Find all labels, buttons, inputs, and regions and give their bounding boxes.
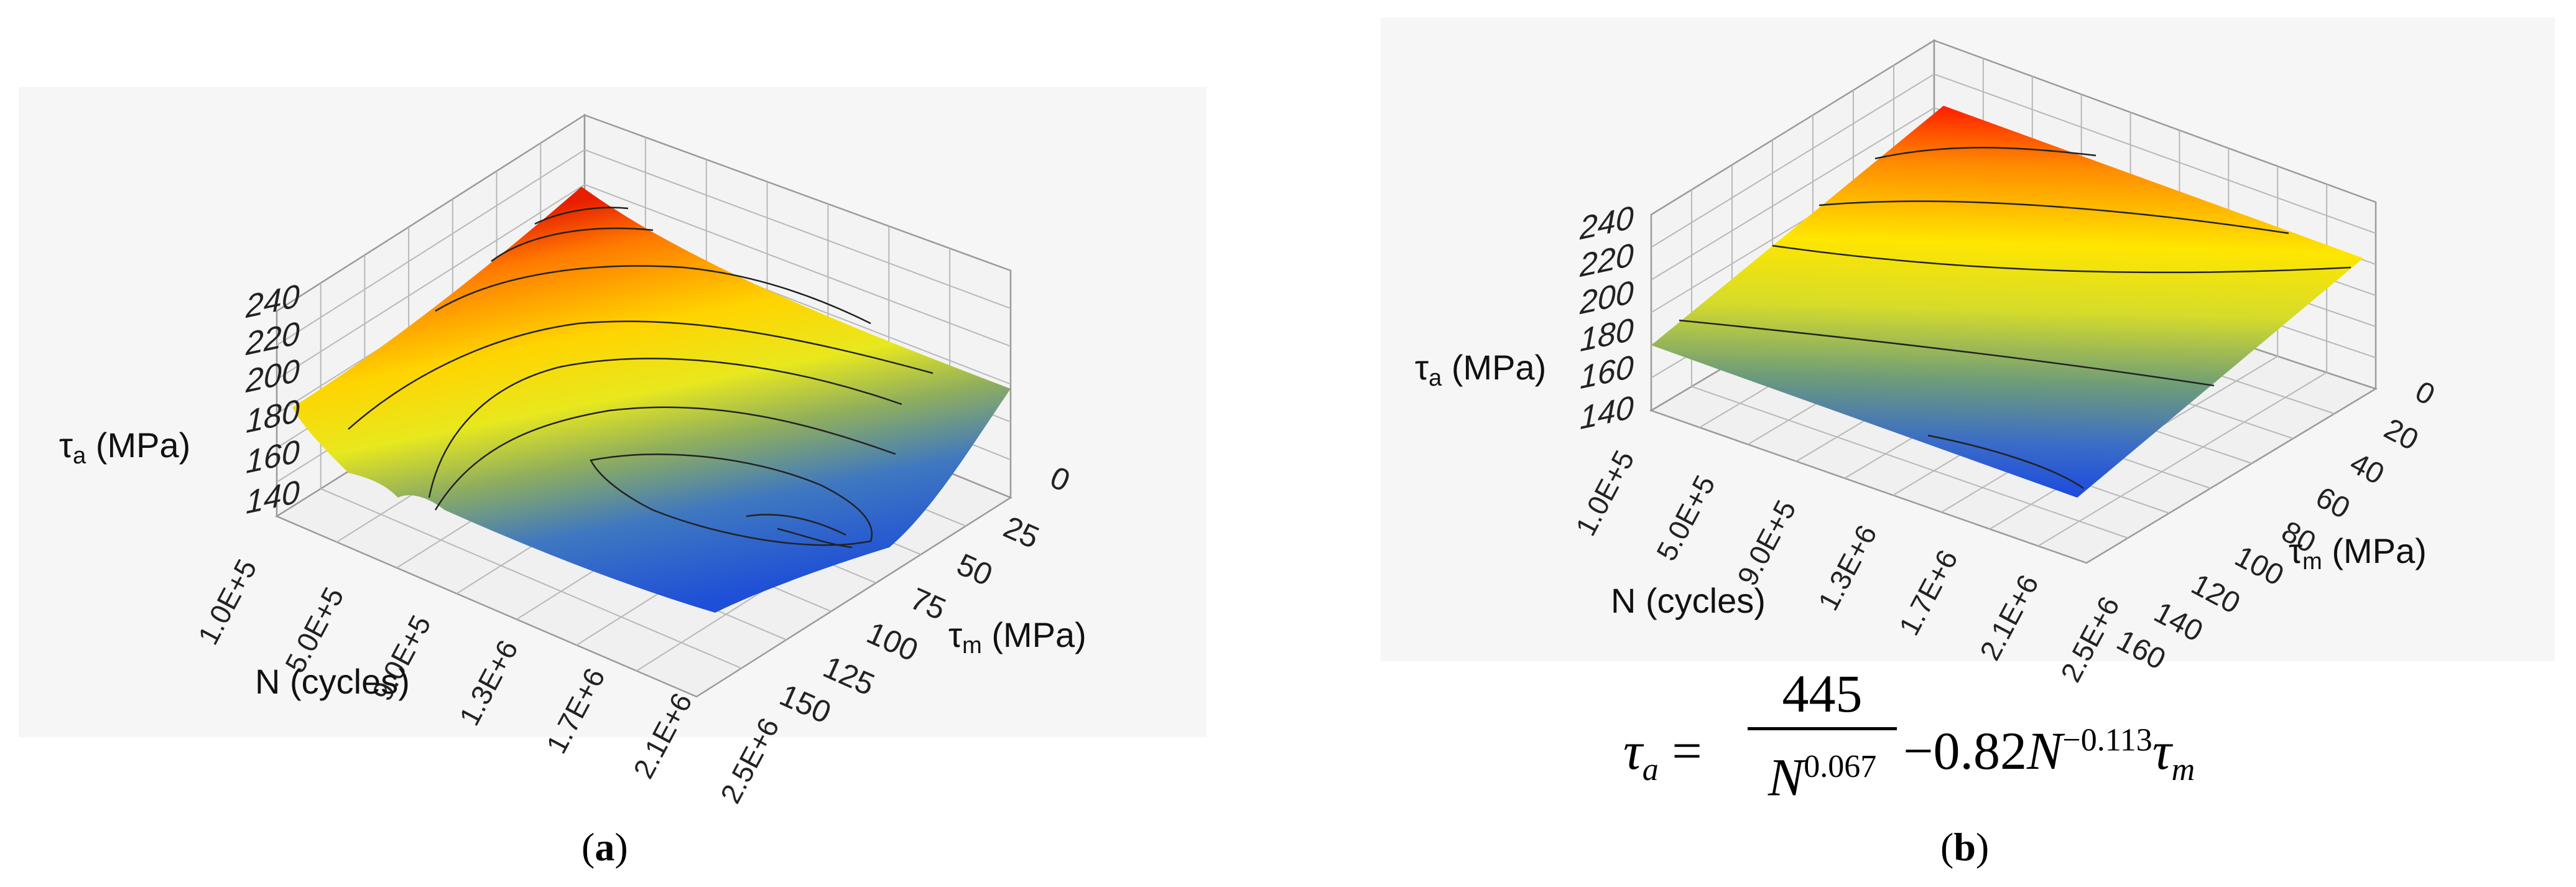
panel-a-x-tick: 1.0E+5 bbox=[192, 554, 263, 649]
panel-b-y-tick: 40 bbox=[2345, 447, 2389, 491]
panel-b-y-tick: 100 bbox=[2230, 540, 2289, 592]
panel-b-z-tick: 140 bbox=[1580, 389, 1634, 437]
equation-numerator: 445 bbox=[1782, 664, 1863, 723]
panel-b-x-tick: 9.0E+5 bbox=[1731, 495, 1802, 590]
panel-b-x-label: N (cycles) bbox=[1611, 581, 1766, 620]
caption-a: (a) bbox=[581, 825, 628, 869]
grid-line bbox=[320, 488, 742, 669]
equation-fraction: 445 N0.067 bbox=[1748, 662, 1897, 807]
panel-b-x-tick: 2.1E+6 bbox=[1973, 569, 2045, 665]
panel-b-x-tick: 1.7E+6 bbox=[1893, 544, 1964, 640]
panel-b-y-tick: 60 bbox=[2310, 481, 2355, 526]
panel-a-x-tick: 1.3E+6 bbox=[453, 634, 524, 730]
panel-a-y-tick: 75 bbox=[906, 581, 952, 627]
panel-a-y-tick: 150 bbox=[775, 677, 836, 730]
panel-a-y-tick: 0 bbox=[1045, 460, 1075, 498]
panel-b-x-tick: 1.3E+6 bbox=[1812, 519, 1883, 615]
panel-a-contours bbox=[348, 207, 934, 549]
panel-a-z-ticks: 240 220 200 180 160 140 bbox=[245, 277, 300, 521]
panel-a-y-label: τm (MPa) bbox=[948, 615, 1086, 659]
grid-line bbox=[584, 183, 1011, 347]
panel-a-z-label: τa (MPa) bbox=[59, 425, 190, 469]
equation-rest: −0.82N−0.113τm bbox=[1903, 721, 2195, 788]
panel-b-y-label: τm (MPa) bbox=[2289, 531, 2427, 575]
equation-lhs: τa = bbox=[1623, 721, 1702, 788]
grid-line bbox=[276, 149, 585, 346]
panel-b-x-tick: 5.0E+5 bbox=[1650, 470, 1721, 565]
panel-b-contours bbox=[1679, 147, 2351, 490]
panel-a-x-tick: 2.1E+6 bbox=[627, 687, 698, 783]
grid-line bbox=[1651, 73, 1935, 248]
panel-b-z-ticks: 240 220 200 180 160 140 bbox=[1579, 199, 1634, 437]
grid-line bbox=[1651, 107, 1935, 281]
panel-a-y-tick: 100 bbox=[862, 615, 924, 668]
grid-line bbox=[584, 149, 1011, 309]
grid-line bbox=[2037, 372, 2327, 547]
grid-line bbox=[276, 183, 585, 380]
panel-a-x-tick: 1.7E+6 bbox=[540, 662, 611, 758]
panel-a-y-tick: 25 bbox=[999, 509, 1045, 555]
panel-a-y-tick: 50 bbox=[952, 547, 998, 593]
caption-b: (b) bbox=[1940, 825, 1990, 869]
panel-b-y-tick: 20 bbox=[2379, 412, 2424, 457]
panel-a-x-label: N (cycles) bbox=[255, 662, 410, 701]
grid-line bbox=[1691, 386, 2128, 539]
fraction-bar bbox=[1748, 727, 1897, 730]
grid-line bbox=[1934, 73, 2376, 234]
panel-b-z-label: τa (MPa) bbox=[1415, 348, 1546, 391]
panel-a-x-tick: 2.5E+6 bbox=[714, 712, 785, 808]
panel-b-y-tick: 0 bbox=[2410, 375, 2440, 412]
panel-a-chart: 240 220 200 180 160 140 τa (MPa) 1.0E+5 … bbox=[59, 113, 1086, 809]
panel-b-chart: 240 220 200 180 160 140 τa (MPa) 1.0E+5 … bbox=[1415, 39, 2440, 687]
panel-b-x-tick: 1.0E+5 bbox=[1569, 445, 1641, 541]
equation-denominator: N0.067 bbox=[1768, 747, 1877, 807]
fit-equation: τa = 445 N0.067 −0.82N−0.113τm bbox=[1623, 662, 2307, 807]
